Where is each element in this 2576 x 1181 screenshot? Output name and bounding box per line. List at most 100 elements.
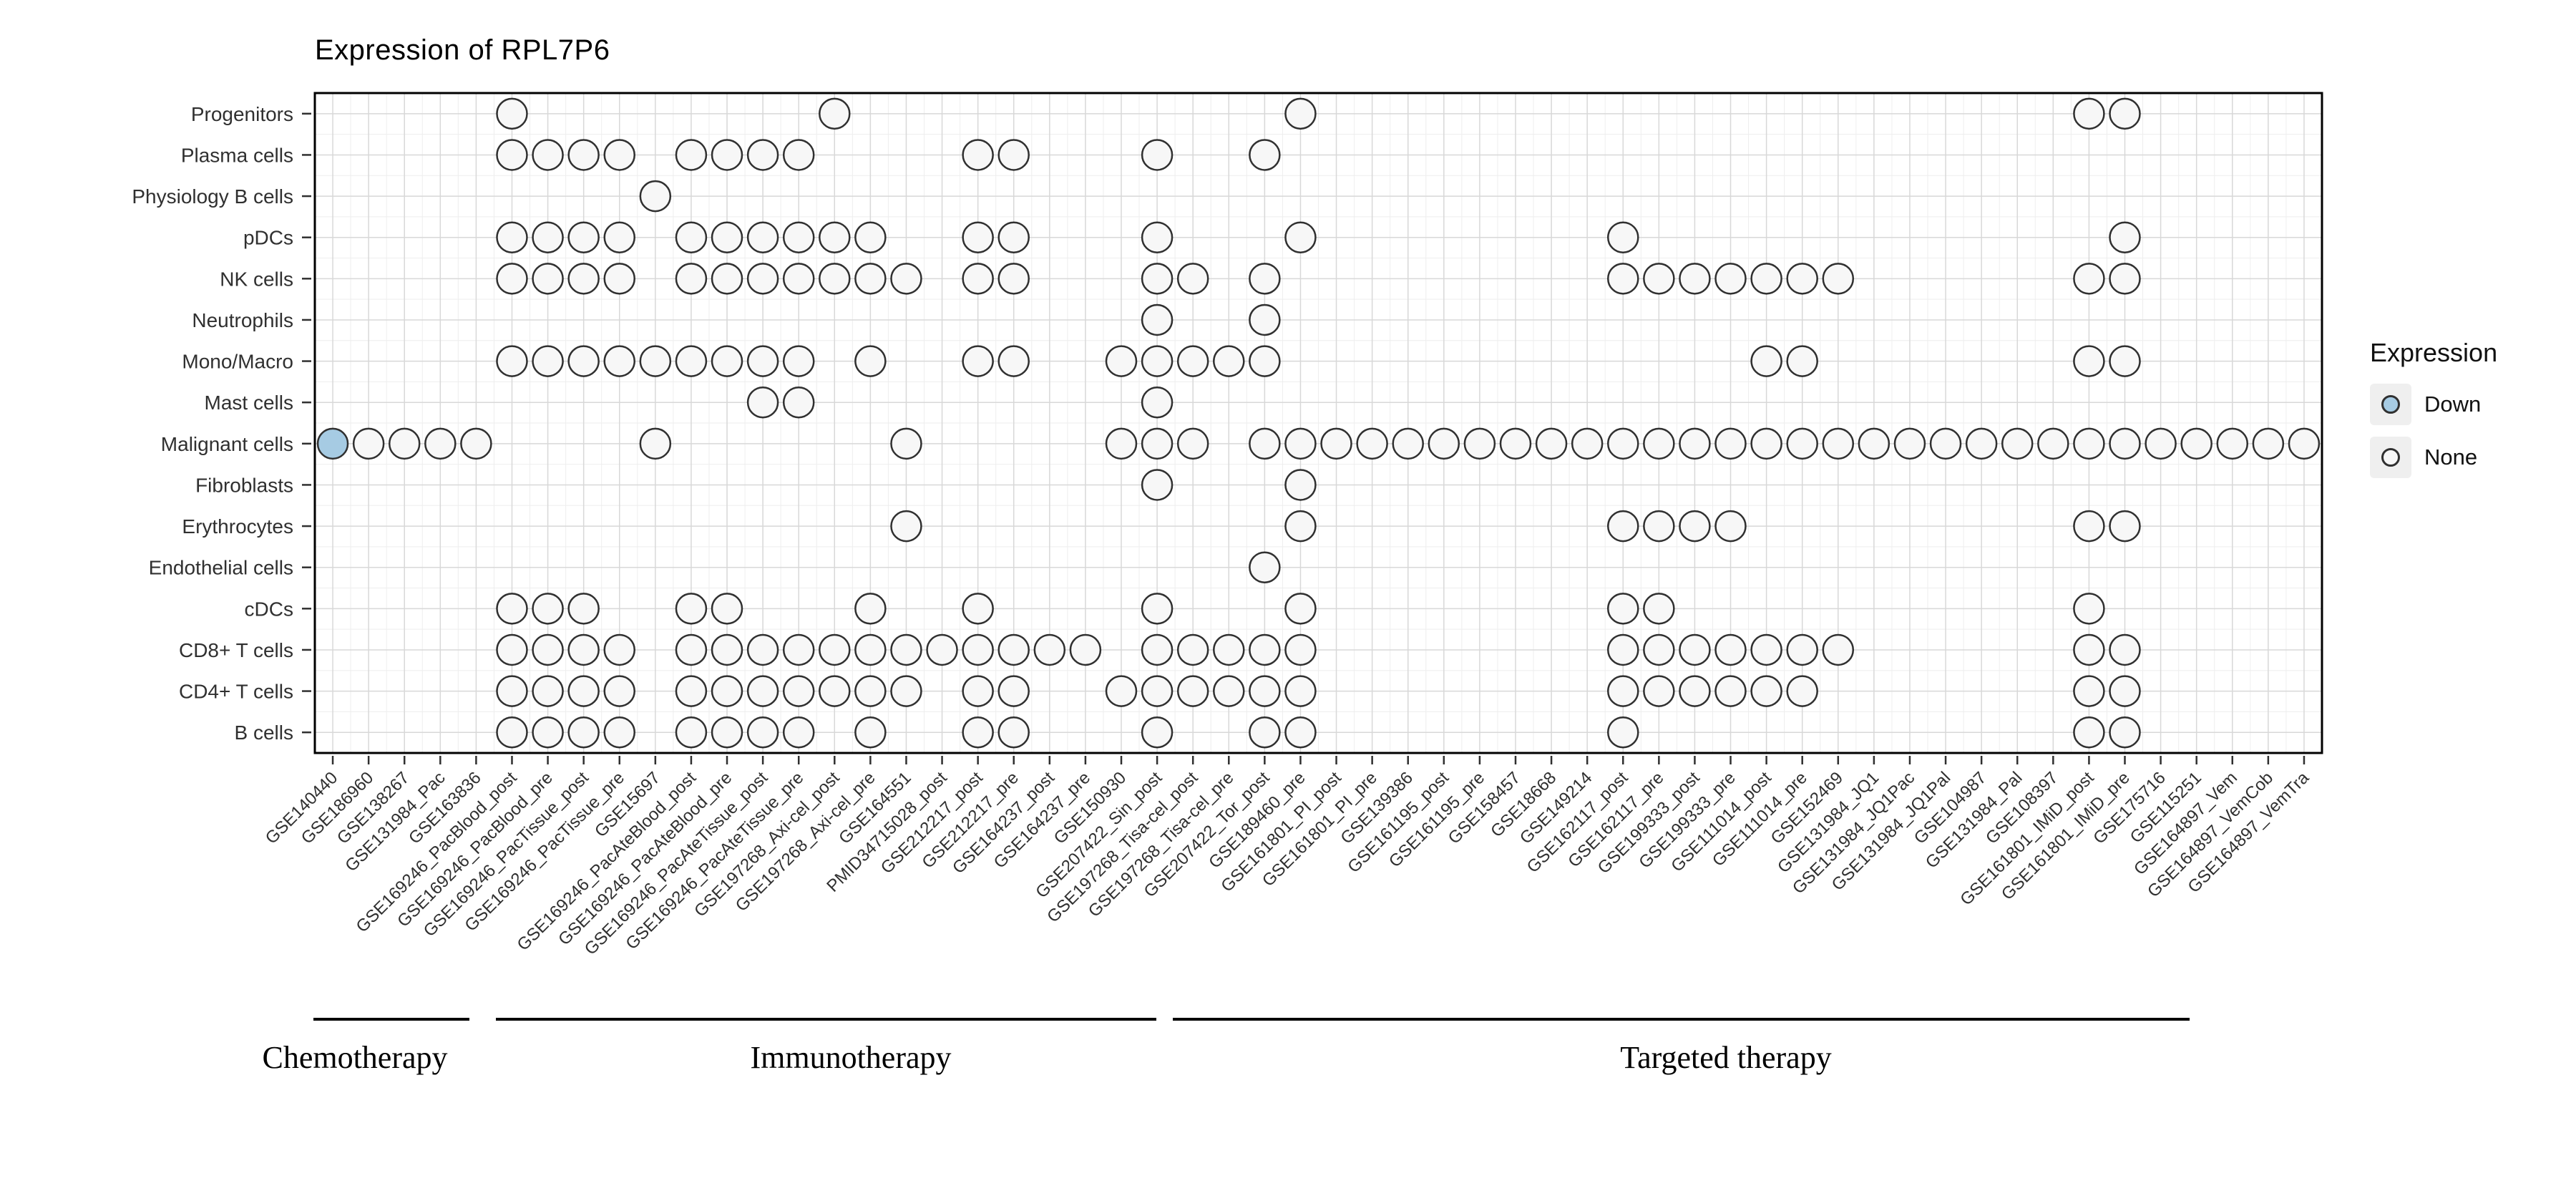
dot-none [962,139,994,171]
dot-none [567,633,600,666]
dot-none [1320,427,1352,460]
dot-none [1607,263,1639,295]
legend: Expression Down None [2370,338,2497,490]
dot-none [2073,716,2105,749]
dot-none [1786,345,1818,377]
dot-none [997,633,1030,666]
dot-none [1750,675,1782,707]
dot-none [1786,675,1818,707]
dot-none [819,633,851,666]
dot-none [1643,675,1675,707]
dot-none [1141,716,1174,749]
legend-key-down [2370,384,2411,425]
dot-none [567,221,600,253]
dot-none [997,221,1030,253]
dot-none [1535,427,1568,460]
dot-none [819,97,851,130]
dot-none [567,716,600,749]
dot-none [1929,427,1962,460]
dot-none [1249,303,1281,336]
plot-panel-border [313,92,2323,754]
dot-none [1679,427,1711,460]
dot-none [496,97,528,130]
dot-none [388,427,421,460]
dot-none [2109,97,2141,130]
dot-none [2073,593,2105,625]
dot-none [2109,675,2141,707]
dot-none [2252,427,2285,460]
dot-none [1858,427,1890,460]
dot-none [1714,675,1747,707]
dot-none [890,263,922,295]
dot-none [1607,716,1639,749]
dot-none [603,633,636,666]
dot-none [1463,427,1496,460]
dot-none [819,221,851,253]
dot-none [746,139,779,171]
dot-none [2109,716,2141,749]
dot-none [639,427,672,460]
dot-none [639,180,672,213]
dot-none [603,139,636,171]
dot-none [782,221,815,253]
dot-none [1284,716,1317,749]
y-axis-label-celltype: Plasma cells [181,144,293,166]
dot-none [2001,427,2034,460]
y-axis-label-celltype: Fibroblasts [195,474,293,496]
dot-none [746,386,779,419]
treatment-group-label: Chemotherapy [262,1040,447,1075]
dot-none [854,716,887,749]
dot-none [1176,675,1209,707]
dot-none [1249,633,1281,666]
dot-none [746,221,779,253]
dot-none [1714,427,1747,460]
dot-none [567,139,600,171]
dot-none [603,221,636,253]
dot-none [997,675,1030,707]
dot-none [997,263,1030,295]
dot-none [1176,345,1209,377]
dot-none [532,263,564,295]
dot-none [567,263,600,295]
dot-none [496,263,528,295]
y-axis-label-celltype: Neutrophils [192,309,293,331]
dot-none [2073,345,2105,377]
dot-none [532,221,564,253]
dot-none [782,345,815,377]
dot-none [1249,551,1281,583]
dot-none [1679,675,1711,707]
dot-none [890,633,922,666]
dot-none [2109,633,2141,666]
dot-none [1249,345,1281,377]
dot-none [1786,633,1818,666]
dot-none [1822,263,1855,295]
y-axis-label-celltype: cDCs [245,598,293,620]
dot-none [1643,593,1675,625]
dot-none [819,263,851,295]
dot-none [1750,345,1782,377]
none-dot-icon [2381,448,2400,467]
dot-none [496,593,528,625]
dot-none [962,263,994,295]
dot-none [746,263,779,295]
dot-none [1643,633,1675,666]
dot-none [1176,263,1209,295]
legend-item-none: None [2370,437,2497,478]
dot-none [1141,593,1174,625]
dot-none [1105,427,1138,460]
y-axis-label-celltype: CD4+ T cells [179,681,293,703]
dot-none [1141,427,1174,460]
dot-none [496,139,528,171]
dot-down [316,427,349,460]
dot-none [603,716,636,749]
dot-none [1714,510,1747,543]
dot-none [819,675,851,707]
dot-none [1141,675,1174,707]
dot-none [746,675,779,707]
dot-none [1249,675,1281,707]
dot-none [1607,221,1639,253]
dot-none [1249,427,1281,460]
dot-none [2109,427,2141,460]
dot-none [1141,469,1174,501]
